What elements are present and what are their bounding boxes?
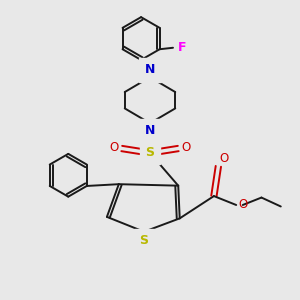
Text: F: F: [177, 41, 186, 54]
Text: O: O: [182, 141, 191, 154]
Text: O: O: [109, 141, 118, 154]
Text: N: N: [145, 124, 155, 137]
Text: S: S: [140, 234, 148, 247]
Text: S: S: [146, 146, 154, 159]
Text: O: O: [238, 198, 248, 211]
Text: N: N: [145, 63, 155, 76]
Text: O: O: [220, 152, 229, 165]
